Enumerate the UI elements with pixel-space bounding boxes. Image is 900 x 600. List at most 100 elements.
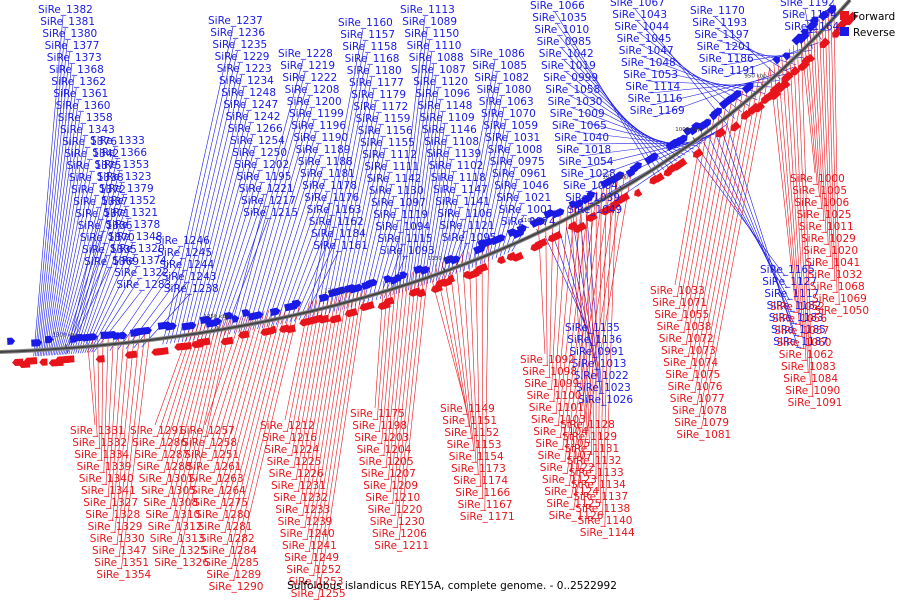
reverse-gene-label: SiRe_1141 — [435, 196, 490, 208]
kbp-tick-label: 1300 kbp — [52, 332, 78, 338]
label-leader-line — [174, 318, 225, 534]
reverse-gene-label: SiRe_1235 — [212, 39, 267, 51]
label-leader-line — [354, 160, 388, 307]
forward-gene-label: SiRe_1327 — [83, 497, 138, 509]
label-leader-line — [435, 183, 457, 281]
gene-arrow-shape — [23, 357, 38, 365]
reverse-gene-label: SiRe_1246 — [155, 235, 210, 247]
forward-gene-arrow — [586, 211, 598, 222]
gene-arrow-shape — [536, 217, 546, 226]
forward-gene-label: SiRe_1209 — [363, 480, 418, 492]
reverse-gene-label: SiRe_1080 — [477, 84, 532, 96]
reverse-gene-label: SiRe_1102 — [429, 160, 484, 172]
gene-arrow-shape — [224, 312, 234, 320]
label-leader-line — [499, 191, 520, 257]
forward-gene-label: SiRe_1205 — [359, 456, 414, 468]
reverse-gene-label: SiRe_1086 — [470, 48, 525, 60]
label-leader-line — [266, 155, 321, 328]
forward-gene-label: SiRe_1074 — [663, 357, 718, 369]
forward-gene-label: SiRe_1332 — [72, 437, 127, 449]
reverse-gene-label: SiRe_1352 — [101, 195, 156, 207]
reverse-gene-arrow — [700, 118, 712, 129]
reverse-gene-label: SiRe_1139 — [426, 148, 481, 160]
reverse-gene-label: SiRe_1088 — [409, 52, 464, 64]
gene-arrow-shape — [634, 161, 642, 170]
label-leader-line — [166, 38, 236, 344]
label-leader-line — [333, 100, 377, 312]
label-leader-line — [231, 304, 296, 570]
reverse-gene-label: SiRe_1342 — [64, 148, 119, 160]
label-leader-line — [193, 122, 251, 341]
forward-gene-label: SiRe_1207 — [361, 468, 416, 480]
reverse-gene-label: SiRe_1189 — [296, 144, 351, 156]
forward-gene-arrow — [39, 358, 48, 366]
label-leader-line — [583, 136, 711, 169]
label-leader-line — [781, 56, 802, 338]
reverse-gene-label: SiRe_1113 — [400, 4, 455, 16]
gene-arrow-shape — [31, 339, 43, 347]
label-leader-line — [681, 109, 721, 322]
forward-gene-label: SiRe_1020 — [803, 245, 858, 257]
forward-gene-label: SiRe_1249 — [284, 552, 339, 564]
gene-arrow-shape — [237, 330, 250, 339]
label-leader-line — [243, 95, 310, 332]
forward-gene-arrow — [616, 192, 631, 204]
reverse-gene-label: SiRe_1179 — [351, 89, 406, 101]
label-leader-line — [789, 48, 807, 362]
forward-gene-label: SiRe_1076 — [668, 381, 723, 393]
label-leader-line — [691, 150, 786, 277]
label-leader-line — [315, 287, 363, 589]
label-leader-line — [170, 320, 218, 510]
kbp-tick-mark — [619, 185, 622, 189]
gene-arrow-shape — [691, 122, 701, 132]
reverse-gene-arrow — [572, 199, 584, 210]
forward-gene-label: SiRe_1144 — [580, 527, 635, 539]
label-leader-line — [553, 207, 569, 403]
label-leader-line — [33, 15, 64, 357]
label-leader-line — [408, 75, 437, 291]
label-leader-line — [316, 52, 368, 317]
forward-gene-label: SiRe_1252 — [286, 564, 341, 576]
label-leader-line — [52, 159, 90, 356]
label-leader-line — [650, 80, 780, 94]
label-leader-line — [114, 331, 135, 534]
label-leader-line — [557, 199, 583, 427]
label-leader-line — [694, 81, 754, 394]
label-leader-line — [709, 137, 792, 313]
label-leader-line — [560, 195, 590, 439]
reverse-gene-label: SiRe_1064 — [563, 180, 618, 192]
gene-arrow-shape — [674, 134, 688, 147]
label-leader-line — [812, 25, 825, 222]
forward-gene-arrow — [807, 53, 816, 62]
label-leader-line — [581, 139, 707, 157]
reverse-gene-arrow — [349, 283, 364, 294]
reverse-gene-label: SiRe_1193 — [692, 17, 747, 29]
gene-arrow-shape — [87, 333, 98, 341]
reverse-gene-label: SiRe_1157 — [340, 29, 395, 41]
label-leader-line — [568, 179, 618, 487]
label-leader-line — [468, 251, 479, 476]
label-leader-line — [154, 324, 192, 426]
gene-arrow-shape — [383, 275, 393, 284]
reverse-gene-label: SiRe_0974 — [501, 216, 556, 228]
label-leader-line — [162, 26, 234, 345]
reverse-gene-label: SiRe_1360 — [56, 100, 111, 112]
label-leader-line — [585, 197, 592, 456]
label-leader-line — [337, 112, 379, 311]
label-leader-line — [463, 83, 500, 271]
gene-arrow-shape — [475, 262, 489, 274]
reverse-gene-arrow — [674, 134, 688, 147]
reverse-gene-label: SiRe_1009 — [550, 108, 605, 120]
gene-arrow-shape — [586, 190, 596, 200]
forward-gene-label: SiRe_1334 — [74, 449, 129, 461]
gene-arrow-shape — [533, 237, 548, 249]
forward-gene-label: SiRe_1029 — [801, 233, 856, 245]
reverse-gene-label: SiRe_1194 — [782, 9, 837, 21]
forward-gene-arrow — [344, 308, 358, 318]
label-leader-line — [703, 141, 790, 301]
reverse-gene-label: SiRe_1030 — [548, 96, 603, 108]
forward-gene-label: SiRe_1101 — [529, 402, 584, 414]
label-leader-line — [44, 99, 79, 356]
gene-arrow-shape — [730, 121, 741, 132]
label-leader-line — [226, 306, 287, 546]
